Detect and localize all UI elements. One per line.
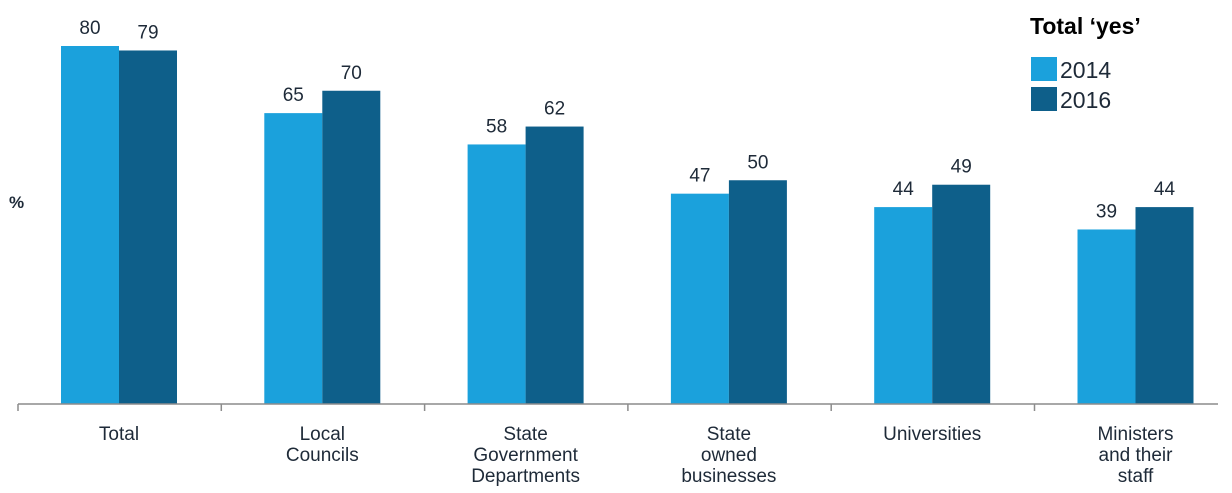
bar-2016-5 bbox=[1135, 207, 1194, 404]
data-label: 58 bbox=[486, 116, 507, 137]
x-tick-label: State owned businesses bbox=[681, 424, 776, 487]
legend-swatch-2014 bbox=[1031, 57, 1057, 81]
legend-label-2016: 2016 bbox=[1060, 87, 1111, 113]
data-label: 44 bbox=[893, 179, 915, 200]
bar-2016-2 bbox=[525, 126, 584, 405]
bar-2016-4 bbox=[932, 184, 991, 404]
x-axis-tick-labels: Total Local Councils State Government Departm… bbox=[99, 424, 1174, 487]
data-label: 49 bbox=[951, 157, 972, 178]
x-tick-label: State Government Departments bbox=[471, 424, 580, 487]
x-tick-label: Local Councils bbox=[286, 424, 359, 466]
bar-2014-1 bbox=[264, 113, 323, 404]
data-label: 39 bbox=[1096, 201, 1117, 222]
x-tick-label: Total bbox=[99, 424, 139, 445]
data-label: 79 bbox=[137, 22, 158, 43]
data-label: 47 bbox=[689, 166, 710, 187]
legend-title: Total ‘yes’ bbox=[1030, 13, 1141, 39]
bar-2014-0 bbox=[61, 46, 119, 404]
bar-2014-4 bbox=[874, 207, 933, 404]
legend: Total ‘yes’ 2014 2016 bbox=[1030, 13, 1141, 113]
bar-2014-2 bbox=[467, 144, 526, 404]
bar-2016-0 bbox=[119, 50, 177, 404]
data-label: 65 bbox=[283, 85, 304, 106]
x-axis-ticks bbox=[17, 404, 1036, 411]
plot-area: 80 79 65 70 58 62 47 50 44 49 39 44 bbox=[61, 18, 1194, 405]
y-axis-unit-label: % bbox=[9, 193, 24, 212]
bar-2016-3 bbox=[728, 180, 787, 404]
bar-2014-5 bbox=[1077, 229, 1136, 404]
data-label: 70 bbox=[341, 63, 362, 84]
data-label: 80 bbox=[79, 18, 100, 39]
bar-2016-1 bbox=[322, 90, 381, 404]
data-label: 50 bbox=[747, 152, 768, 173]
legend-swatch-2016 bbox=[1031, 87, 1057, 111]
bar-2014-3 bbox=[670, 193, 729, 404]
x-tick-label: Universities bbox=[883, 424, 981, 445]
legend-label-2014: 2014 bbox=[1060, 57, 1111, 83]
data-label: 62 bbox=[544, 99, 565, 120]
data-label: 44 bbox=[1154, 179, 1176, 200]
x-tick-label: Ministers and their staff bbox=[1097, 424, 1173, 487]
